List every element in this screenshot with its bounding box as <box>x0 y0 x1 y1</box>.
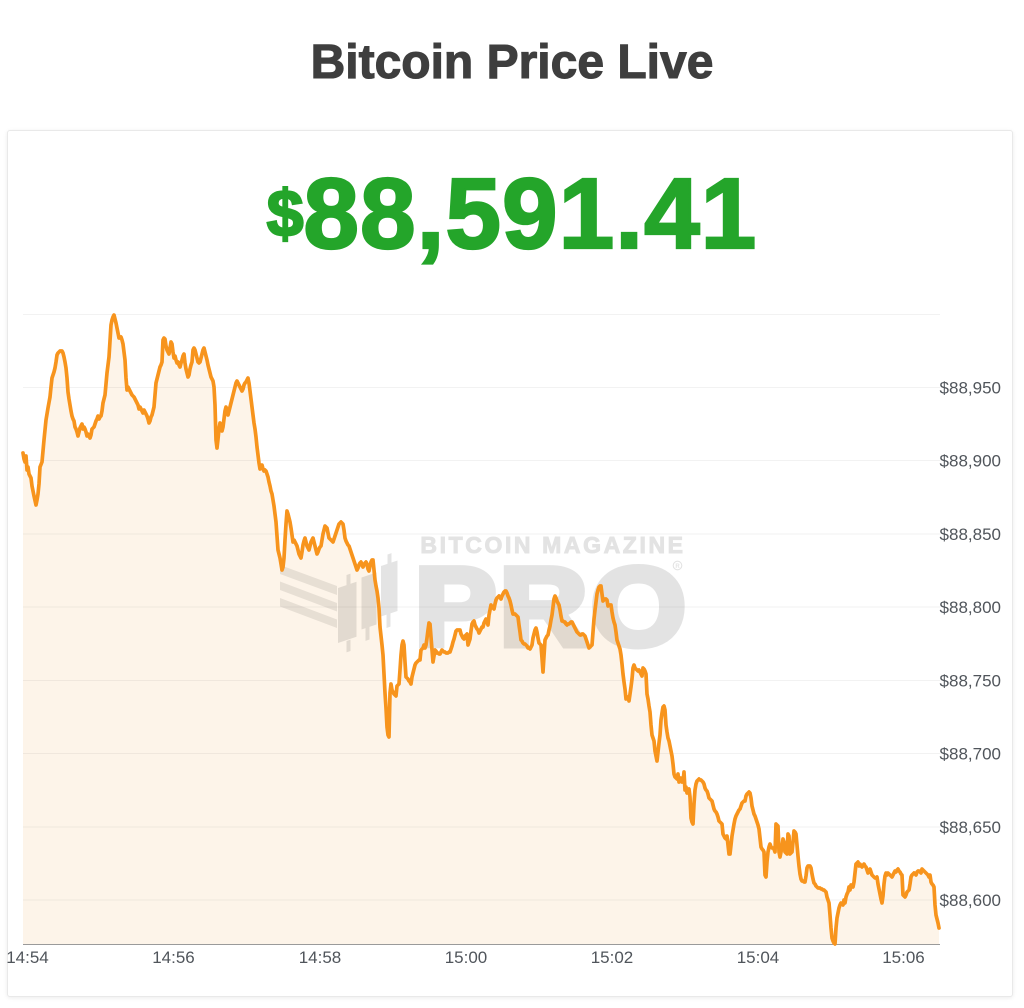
svg-text:$88,800: $88,800 <box>940 598 1001 617</box>
svg-text:15:02: 15:02 <box>591 948 634 967</box>
svg-text:$88,850: $88,850 <box>940 525 1001 544</box>
svg-text:PRO: PRO <box>415 546 690 669</box>
svg-text:14:58: 14:58 <box>299 948 342 967</box>
svg-text:$88,650: $88,650 <box>940 818 1001 837</box>
svg-text:14:54: 14:54 <box>6 948 49 967</box>
svg-text:$88,750: $88,750 <box>940 672 1001 691</box>
svg-text:15:04: 15:04 <box>737 948 780 967</box>
svg-text:15:06: 15:06 <box>882 948 925 967</box>
svg-text:$88,600: $88,600 <box>940 891 1001 910</box>
svg-text:15:00: 15:00 <box>445 948 488 967</box>
svg-text:$88,700: $88,700 <box>940 745 1001 764</box>
svg-text:BITCOIN MAGAZINE: BITCOIN MAGAZINE <box>420 532 685 558</box>
svg-text:$88,950: $88,950 <box>940 379 1001 398</box>
svg-text:R: R <box>675 564 680 570</box>
svg-text:14:56: 14:56 <box>152 948 195 967</box>
svg-text:$88,900: $88,900 <box>940 452 1001 471</box>
